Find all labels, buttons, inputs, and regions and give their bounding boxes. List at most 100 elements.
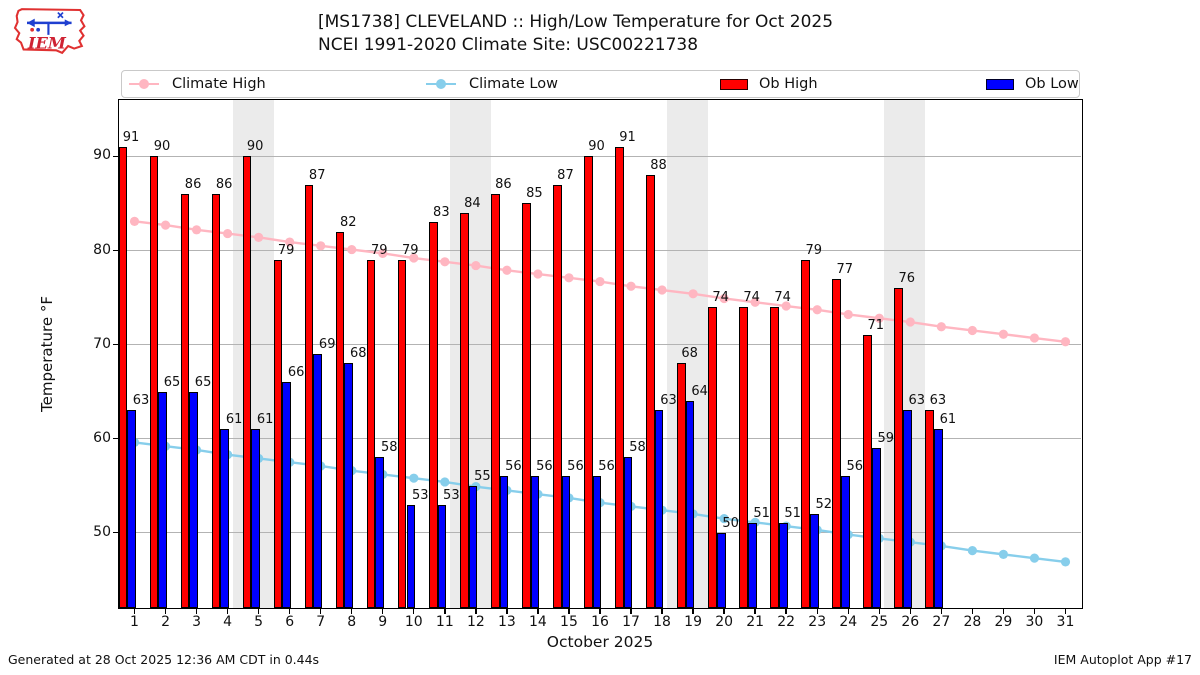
ob-low-bar	[654, 410, 664, 608]
climate-high-marker	[191, 225, 202, 235]
ob-high-bar	[615, 147, 624, 608]
x-tick-label: 25	[870, 614, 889, 630]
ob-high-bar	[366, 259, 376, 608]
x-tick-mark	[661, 609, 663, 614]
y-tick-mark	[113, 155, 118, 158]
y-tick-label: 50	[93, 523, 111, 540]
x-tick-mark	[506, 609, 508, 614]
ob-high-bar	[801, 259, 810, 608]
ob-high-value-label: 68	[681, 346, 698, 362]
x-tick-label: 10	[404, 614, 423, 630]
ob-low-bar	[158, 391, 167, 608]
ob-low-value-label: 56	[598, 459, 615, 475]
ob-high-bar	[242, 156, 252, 608]
x-tick-mark	[785, 609, 787, 614]
ob-high-bar	[832, 278, 841, 608]
ob-high-value-label: 90	[246, 139, 264, 155]
x-tick-mark	[288, 609, 291, 614]
x-tick-mark	[692, 609, 694, 614]
y-tick-mark	[113, 343, 118, 346]
ob-low-bar	[747, 523, 757, 608]
x-tick-mark	[226, 609, 229, 614]
climate-high-marker	[936, 322, 946, 332]
ob-low-value-label: 59	[877, 431, 895, 447]
x-tick-mark	[164, 609, 167, 614]
x-tick-mark	[971, 609, 974, 614]
ob-low-value-label: 58	[380, 440, 398, 456]
x-tick-mark	[599, 609, 601, 614]
climate-high-marker	[533, 269, 543, 279]
ob-high-value-label: 86	[215, 177, 233, 193]
legend-swatch	[129, 79, 159, 89]
y-tick-mark	[113, 532, 118, 534]
x-tick-mark	[1002, 609, 1005, 614]
climate-high-marker	[626, 281, 636, 291]
x-tick-label: 13	[497, 614, 516, 630]
ob-high-bar	[552, 184, 562, 608]
ob-low-value-label: 68	[349, 346, 367, 362]
ob-low-bar	[313, 354, 323, 608]
ob-low-bar	[406, 504, 416, 608]
y-gridline	[119, 438, 1081, 440]
ob-low-bar	[871, 448, 881, 608]
ob-low-value-label: 51	[753, 506, 770, 522]
climate-low-marker	[998, 549, 1009, 559]
y-tick-mark	[113, 437, 118, 440]
x-tick-label: 16	[591, 614, 609, 630]
ob-low-value-label: 56	[567, 459, 584, 475]
ob-low-value-label: 53	[443, 487, 460, 503]
ob-high-value-label: 87	[557, 167, 574, 183]
ob-low-bar	[468, 485, 478, 608]
ob-high-bar	[211, 194, 221, 608]
legend-entry-ob-high: Ob High	[720, 71, 818, 97]
ob-high-bar	[118, 147, 128, 608]
climate-high-marker	[129, 216, 140, 226]
climate-low-marker	[440, 477, 450, 487]
x-tick-label: 15	[560, 614, 578, 630]
x-tick-label: 9	[378, 614, 388, 630]
x-tick-label: 11	[435, 614, 454, 630]
ob-high-value-label: 85	[526, 186, 543, 202]
ob-low-bar	[530, 476, 540, 608]
ob-low-value-label: 61	[225, 412, 243, 428]
y-gridline	[119, 343, 1081, 346]
iem-logo: IEM	[8, 4, 94, 64]
x-tick-mark	[1033, 609, 1036, 614]
y-tick-label: 80	[93, 241, 111, 258]
y-tick-label: 70	[93, 335, 111, 352]
legend-label: Ob Low	[1025, 76, 1079, 92]
ob-low-value-label: 51	[784, 506, 801, 522]
ob-high-value-label: 74	[774, 289, 791, 305]
ob-low-bar	[592, 476, 602, 608]
x-tick-mark	[320, 609, 322, 614]
iem-logo-text: IEM	[27, 34, 67, 53]
ob-high-bar	[273, 259, 283, 608]
climate-high-marker	[440, 257, 450, 267]
ob-high-bar	[335, 231, 345, 608]
x-tick-label: 31	[1056, 614, 1075, 630]
ob-low-bar	[778, 523, 788, 608]
x-tick-mark	[723, 609, 725, 614]
x-tick-label: 27	[932, 614, 951, 630]
title-block: [MS1738] CLEVELAND :: High/Low Temperatu…	[318, 11, 833, 57]
ob-low-bar	[685, 401, 695, 608]
legend: Climate High Climate Low Ob High Ob Low	[121, 70, 1080, 98]
x-tick-mark	[754, 609, 756, 614]
ob-low-bar	[903, 410, 912, 608]
ob-high-value-label: 86	[495, 177, 512, 193]
climate-low-marker	[409, 473, 419, 483]
x-tick-label: 21	[746, 614, 765, 630]
ob-low-value-label: 63	[132, 393, 150, 409]
x-tick-mark	[1064, 609, 1067, 614]
ob-high-value-label: 74	[712, 289, 729, 305]
x-tick-label: 26	[901, 614, 920, 630]
y-gridline	[119, 249, 1081, 252]
ob-low-bar	[561, 476, 571, 608]
ob-high-value-label: 79	[277, 242, 295, 258]
ob-high-bar	[304, 184, 314, 608]
x-tick-mark	[630, 609, 632, 614]
generated-timestamp: Generated at 28 Oct 2025 12:36 AM CDT in…	[8, 652, 320, 667]
x-tick-mark	[351, 609, 353, 614]
ob-low-bar	[251, 429, 261, 608]
